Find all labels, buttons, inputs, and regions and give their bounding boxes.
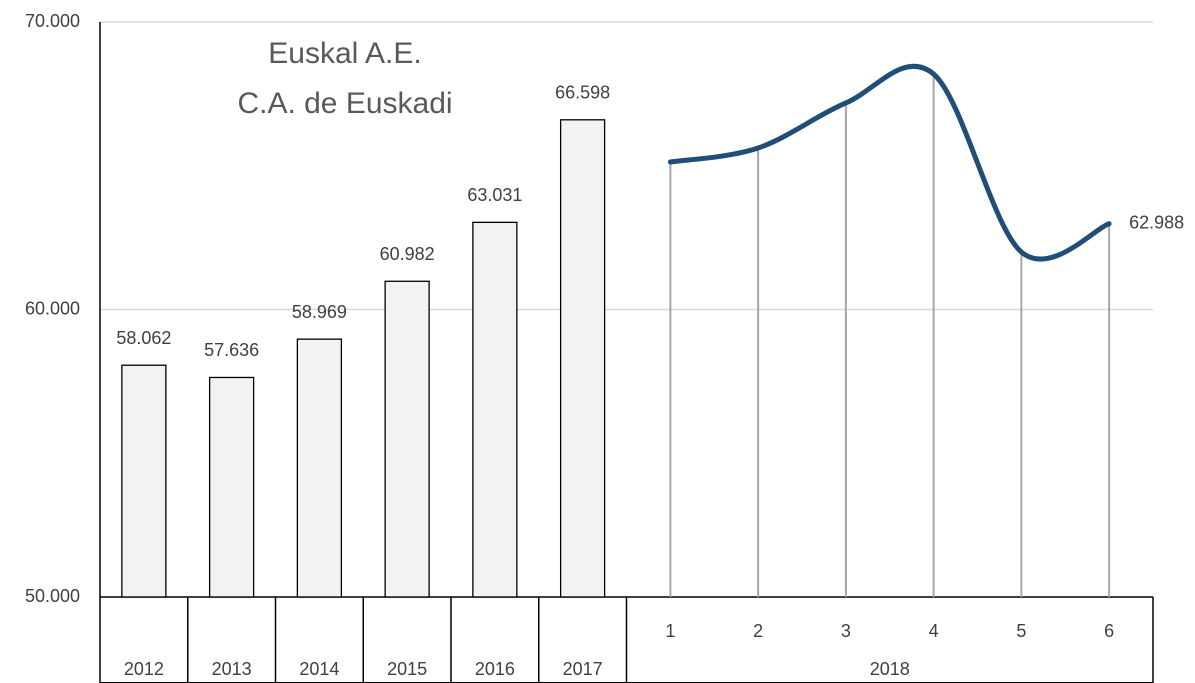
x-tick-label: 2 (753, 621, 763, 641)
y-tick-label: 70.000 (25, 11, 80, 31)
bar (121, 364, 167, 598)
line (667, 63, 1112, 262)
x-tick-label: 2015 (387, 659, 427, 679)
data-label: 63.031 (467, 185, 522, 205)
y-tick-label: 60.000 (25, 298, 80, 318)
group-label: 2018 (870, 659, 910, 679)
bar (296, 338, 343, 598)
data-label: 58.062 (116, 328, 171, 348)
data-label: 66.598 (555, 83, 610, 103)
x-tick-label: 2016 (475, 659, 515, 679)
chart-title: Euskal A.E. (268, 37, 421, 70)
bar (208, 376, 255, 598)
x-tick-label: 5 (1016, 621, 1026, 641)
data-label: 62.988 (1129, 212, 1184, 232)
y-tick-label: 50.000 (25, 586, 80, 606)
x-tick-label: 1 (665, 621, 675, 641)
bar (472, 221, 518, 598)
x-tick-label: 2012 (124, 659, 164, 679)
x-tick-label: 2013 (212, 659, 252, 679)
data-label: 57.636 (204, 340, 259, 360)
data-label: 58.969 (292, 302, 347, 322)
x-tick-label: 2017 (563, 659, 603, 679)
data-label: 60.982 (380, 244, 435, 264)
chart-title: C.A. de Euskadi (237, 87, 452, 120)
bar (559, 119, 606, 598)
x-tick-label: 6 (1104, 621, 1114, 641)
x-tick-label: 4 (929, 621, 939, 641)
bar (384, 280, 430, 598)
x-tick-label: 2014 (299, 659, 339, 679)
x-tick-label: 3 (841, 621, 851, 641)
